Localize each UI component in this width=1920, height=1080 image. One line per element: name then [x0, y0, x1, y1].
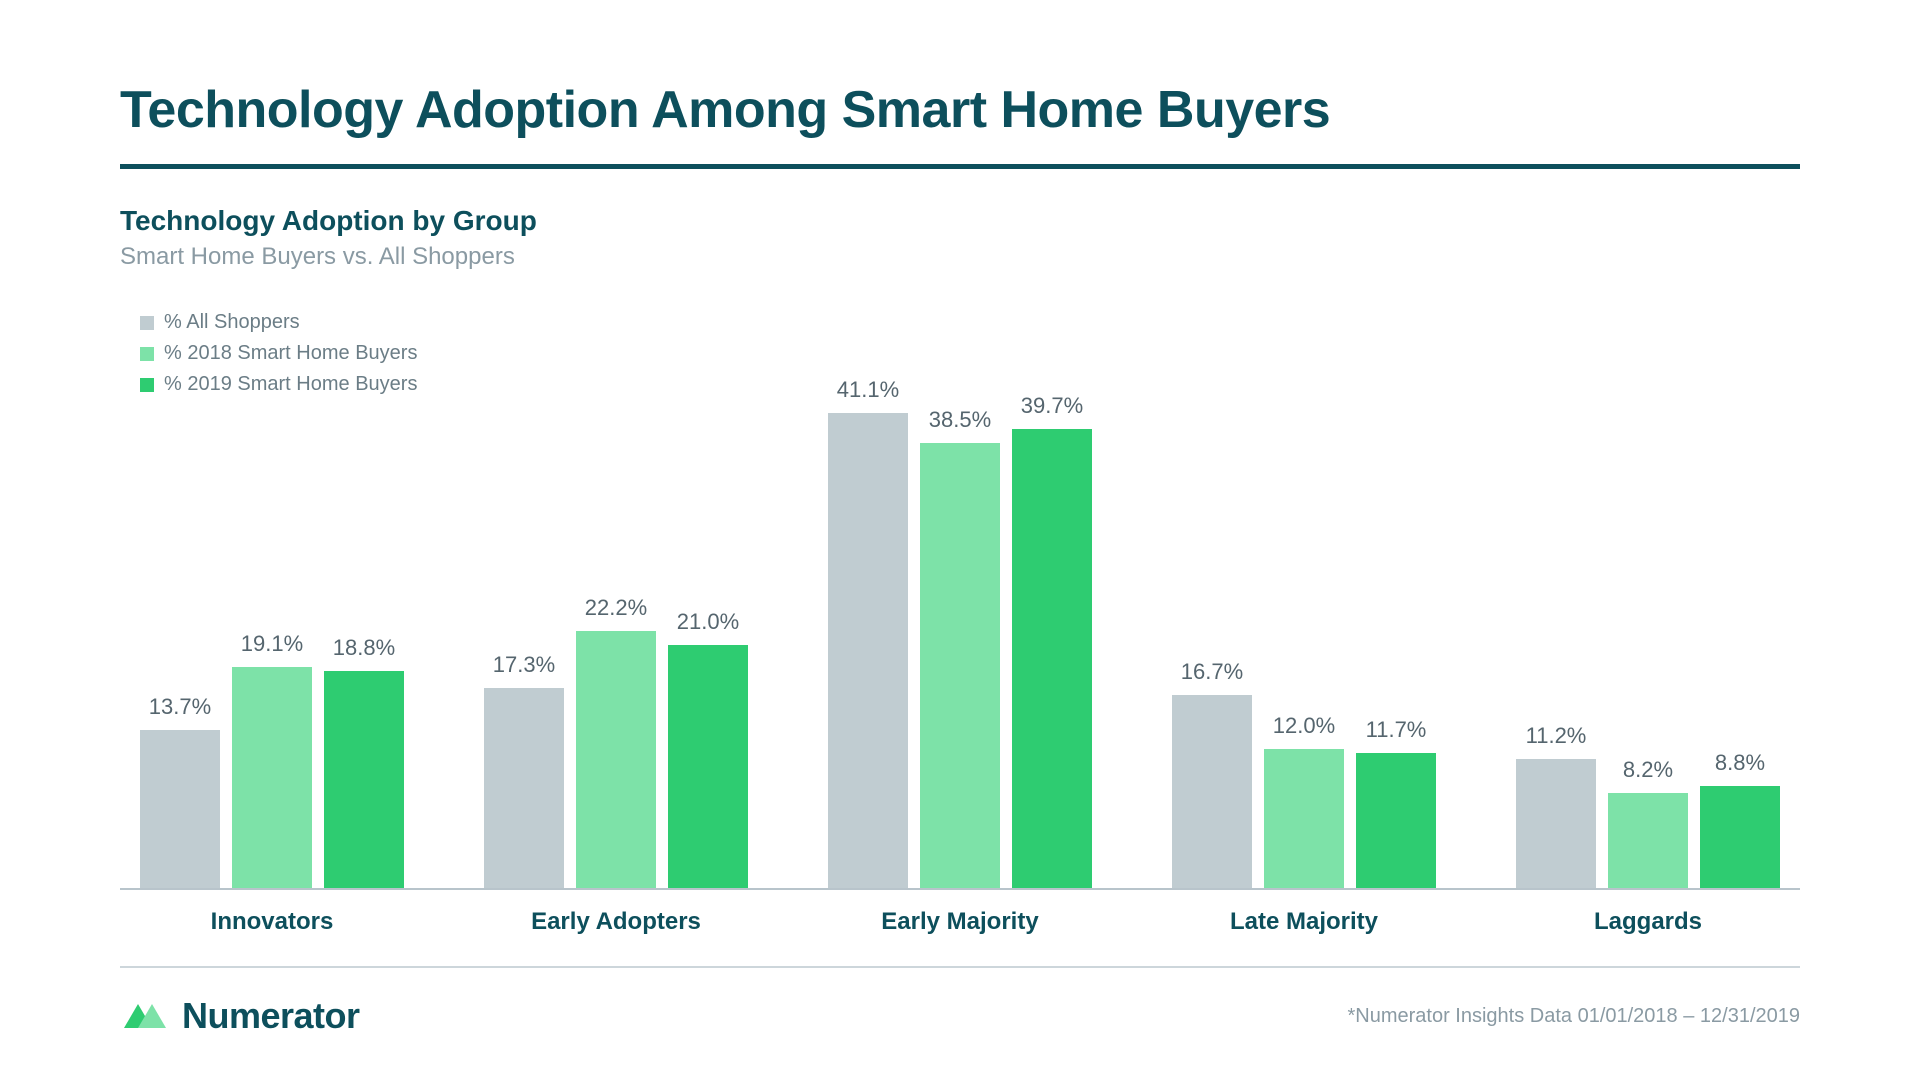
- bar: [920, 443, 1000, 888]
- bar: [484, 688, 564, 888]
- x-axis-label: Early Adopters: [474, 908, 758, 936]
- bar: [140, 730, 220, 888]
- chart-container: % All Shoppers % 2018 Smart Home Buyers % …: [120, 281, 1800, 936]
- bar: [668, 645, 748, 888]
- bar-column: 8.2%: [1608, 757, 1688, 888]
- bar-value-label: 12.0%: [1273, 713, 1335, 739]
- bar-cluster: 41.1% 38.5% 39.7%: [818, 377, 1102, 888]
- bar: [1516, 759, 1596, 888]
- x-axis-label: Late Majority: [1162, 908, 1446, 936]
- bar-cluster: 17.3% 22.2% 21.0%: [474, 595, 758, 888]
- legend-label: % 2019 Smart Home Buyers: [164, 373, 417, 396]
- x-axis-label: Laggards: [1506, 908, 1790, 936]
- bar-column: 22.2%: [576, 595, 656, 888]
- bar-value-label: 17.3%: [493, 652, 555, 678]
- bar-value-label: 8.8%: [1715, 750, 1765, 776]
- chart-subtitle: Technology Adoption by Group: [120, 205, 1800, 237]
- bar: [324, 671, 404, 888]
- bar-column: 11.7%: [1356, 717, 1436, 888]
- legend-swatch: [140, 316, 154, 330]
- bar-group: 13.7% 19.1% 18.8%: [130, 631, 414, 888]
- bar-value-label: 18.8%: [333, 635, 395, 661]
- bar-group: 16.7% 12.0% 11.7%: [1162, 659, 1446, 888]
- bar-value-label: 41.1%: [837, 377, 899, 403]
- bar: [1264, 749, 1344, 888]
- bar-group: 17.3% 22.2% 21.0%: [474, 595, 758, 888]
- bar-column: 17.3%: [484, 652, 564, 888]
- bar-column: 11.2%: [1516, 723, 1596, 888]
- bar: [828, 413, 908, 888]
- bar-column: 19.1%: [232, 631, 312, 888]
- footer: Numerator *Numerator Insights Data 01/01…: [120, 966, 1800, 1040]
- legend-item: % 2019 Smart Home Buyers: [140, 373, 417, 396]
- chart-subsubtitle: Smart Home Buyers vs. All Shoppers: [120, 243, 1800, 271]
- legend-item: % 2018 Smart Home Buyers: [140, 342, 417, 365]
- legend-swatch: [140, 347, 154, 361]
- legend: % All Shoppers % 2018 Smart Home Buyers % …: [140, 311, 417, 404]
- bar-column: 41.1%: [828, 377, 908, 888]
- x-axis-label: Innovators: [130, 908, 414, 936]
- bar-column: 18.8%: [324, 635, 404, 888]
- brand-name: Numerator: [182, 995, 360, 1037]
- bar-value-label: 16.7%: [1181, 659, 1243, 685]
- bar-value-label: 11.2%: [1526, 723, 1587, 749]
- legend-label: % 2018 Smart Home Buyers: [164, 342, 417, 365]
- brand-logo: Numerator: [120, 992, 360, 1040]
- bar: [1608, 793, 1688, 888]
- page-title: Technology Adoption Among Smart Home Buy…: [120, 80, 1800, 140]
- bar-column: 21.0%: [668, 609, 748, 888]
- legend-label: % All Shoppers: [164, 311, 300, 334]
- bar-column: 39.7%: [1012, 393, 1092, 888]
- x-axis-label: Early Majority: [818, 908, 1102, 936]
- bar-column: 38.5%: [920, 407, 1000, 888]
- bar: [576, 631, 656, 888]
- title-rule: [120, 164, 1800, 169]
- bar-column: 13.7%: [140, 694, 220, 888]
- bar-column: 8.8%: [1700, 750, 1780, 888]
- bar-value-label: 19.1%: [241, 631, 303, 657]
- bar: [1172, 695, 1252, 888]
- footnote: *Numerator Insights Data 01/01/2018 – 12…: [1347, 1005, 1800, 1028]
- bar-cluster: 13.7% 19.1% 18.8%: [130, 631, 414, 888]
- bar-value-label: 8.2%: [1623, 757, 1673, 783]
- bar-value-label: 22.2%: [585, 595, 647, 621]
- legend-item: % All Shoppers: [140, 311, 417, 334]
- bar-column: 12.0%: [1264, 713, 1344, 888]
- bar-value-label: 13.7%: [149, 694, 211, 720]
- bar: [1012, 429, 1092, 888]
- bar-value-label: 38.5%: [929, 407, 991, 433]
- bar-value-label: 21.0%: [677, 609, 739, 635]
- bar-value-label: 11.7%: [1366, 717, 1427, 743]
- bar-cluster: 16.7% 12.0% 11.7%: [1162, 659, 1446, 888]
- bar-cluster: 11.2% 8.2% 8.8%: [1506, 723, 1790, 888]
- bar: [232, 667, 312, 888]
- bar: [1700, 786, 1780, 888]
- bar-group: 11.2% 8.2% 8.8%: [1506, 723, 1790, 888]
- numerator-logo-icon: [120, 992, 168, 1040]
- bar: [1356, 753, 1436, 888]
- x-axis-labels: Innovators Early Adopters Early Majority La…: [120, 890, 1800, 936]
- bar-value-label: 39.7%: [1021, 393, 1083, 419]
- bar-group: 41.1% 38.5% 39.7%: [818, 377, 1102, 888]
- bar-column: 16.7%: [1172, 659, 1252, 888]
- legend-swatch: [140, 378, 154, 392]
